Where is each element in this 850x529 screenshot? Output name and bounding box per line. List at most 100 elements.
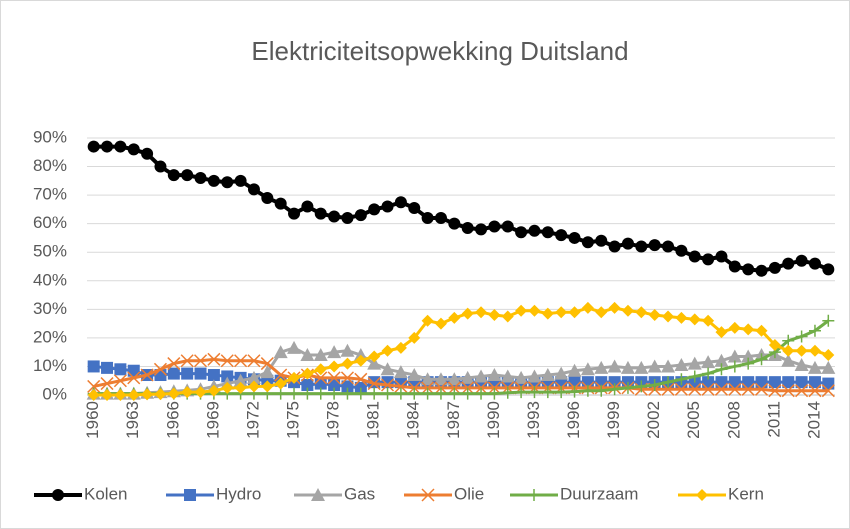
data-point (233, 373, 248, 387)
data-point (728, 321, 741, 334)
data-point (448, 311, 461, 324)
data-point (755, 264, 768, 277)
data-point (328, 387, 341, 400)
data-point (87, 389, 100, 401)
data-point (688, 370, 701, 383)
data-point (701, 382, 715, 396)
data-point (234, 354, 248, 368)
data-point (755, 353, 768, 366)
data-point (460, 370, 475, 384)
data-point (595, 384, 608, 397)
data-point (701, 355, 716, 369)
data-point (528, 304, 541, 317)
x-tick-label: 1969 (203, 401, 222, 439)
data-point (368, 203, 381, 216)
data-point (154, 388, 167, 401)
x-tick-label: 1972 (243, 401, 262, 439)
data-point (808, 257, 821, 270)
data-point (274, 197, 287, 210)
data-point (167, 367, 180, 380)
data-point (434, 317, 447, 330)
data-point (687, 356, 702, 370)
data-point (755, 324, 768, 337)
data-point (421, 211, 434, 224)
data-point (595, 306, 608, 319)
y-tick-label: 10% (33, 356, 67, 375)
data-point (381, 387, 394, 400)
data-point (662, 310, 675, 323)
legend-label: Gas (344, 484, 375, 503)
data-point (528, 386, 541, 399)
data-point (501, 220, 514, 233)
y-tick-label: 30% (33, 299, 67, 318)
data-point (822, 314, 835, 327)
x-tick-label: 1990 (484, 401, 503, 439)
data-point (620, 360, 635, 374)
data-point (87, 379, 101, 393)
data-point (287, 340, 302, 354)
data-point (101, 361, 114, 374)
data-point (702, 376, 715, 389)
data-point (568, 231, 581, 244)
legend-label: Olie (454, 484, 484, 503)
y-tick-label: 80% (33, 156, 67, 175)
data-point (368, 387, 381, 400)
y-tick-label: 70% (33, 185, 67, 204)
x-tick-label: 2008 (724, 401, 743, 439)
series-line (93, 357, 829, 393)
data-point (782, 344, 795, 357)
data-point (794, 358, 809, 372)
data-point (87, 140, 100, 153)
data-point (354, 354, 367, 367)
data-point (354, 387, 367, 400)
data-point (273, 345, 288, 359)
legend-label: Hydro (216, 484, 261, 503)
data-point (808, 344, 821, 357)
data-point (421, 314, 434, 327)
data-point (394, 196, 407, 209)
data-point (728, 260, 741, 273)
data-point (475, 223, 488, 236)
data-point (234, 174, 247, 187)
data-point (634, 360, 649, 374)
data-point (795, 384, 809, 398)
data-point (447, 372, 462, 386)
data-point (782, 257, 795, 270)
data-point (621, 381, 634, 394)
data-point (260, 357, 274, 371)
data-point (408, 387, 421, 400)
data-point (500, 369, 515, 383)
data-point (113, 374, 127, 388)
data-point (741, 349, 756, 363)
data-point (314, 207, 327, 220)
data-point (461, 387, 474, 400)
data-point (475, 306, 488, 319)
data-point (475, 387, 488, 400)
data-point (354, 372, 368, 386)
data-point (515, 304, 528, 317)
data-point (301, 200, 314, 213)
data-point (768, 261, 781, 274)
data-point (741, 382, 755, 396)
data-point (154, 160, 167, 173)
data-point (394, 341, 407, 354)
data-point (313, 348, 328, 362)
data-point (101, 389, 114, 401)
data-point (448, 217, 461, 230)
data-point (221, 370, 234, 383)
x-tick-label: 1984 (404, 401, 423, 439)
x-tick-label: 2011 (764, 401, 783, 438)
data-point (702, 253, 715, 266)
data-point (768, 339, 781, 352)
data-point (340, 371, 354, 385)
legend-label: Kolen (84, 484, 127, 503)
data-point (234, 381, 247, 394)
data-point (260, 365, 275, 379)
data-point (167, 169, 180, 182)
data-point (715, 326, 728, 339)
data-point (181, 169, 194, 182)
data-point (380, 362, 395, 376)
data-point (207, 369, 220, 382)
data-point (340, 343, 355, 357)
data-point (795, 344, 808, 357)
